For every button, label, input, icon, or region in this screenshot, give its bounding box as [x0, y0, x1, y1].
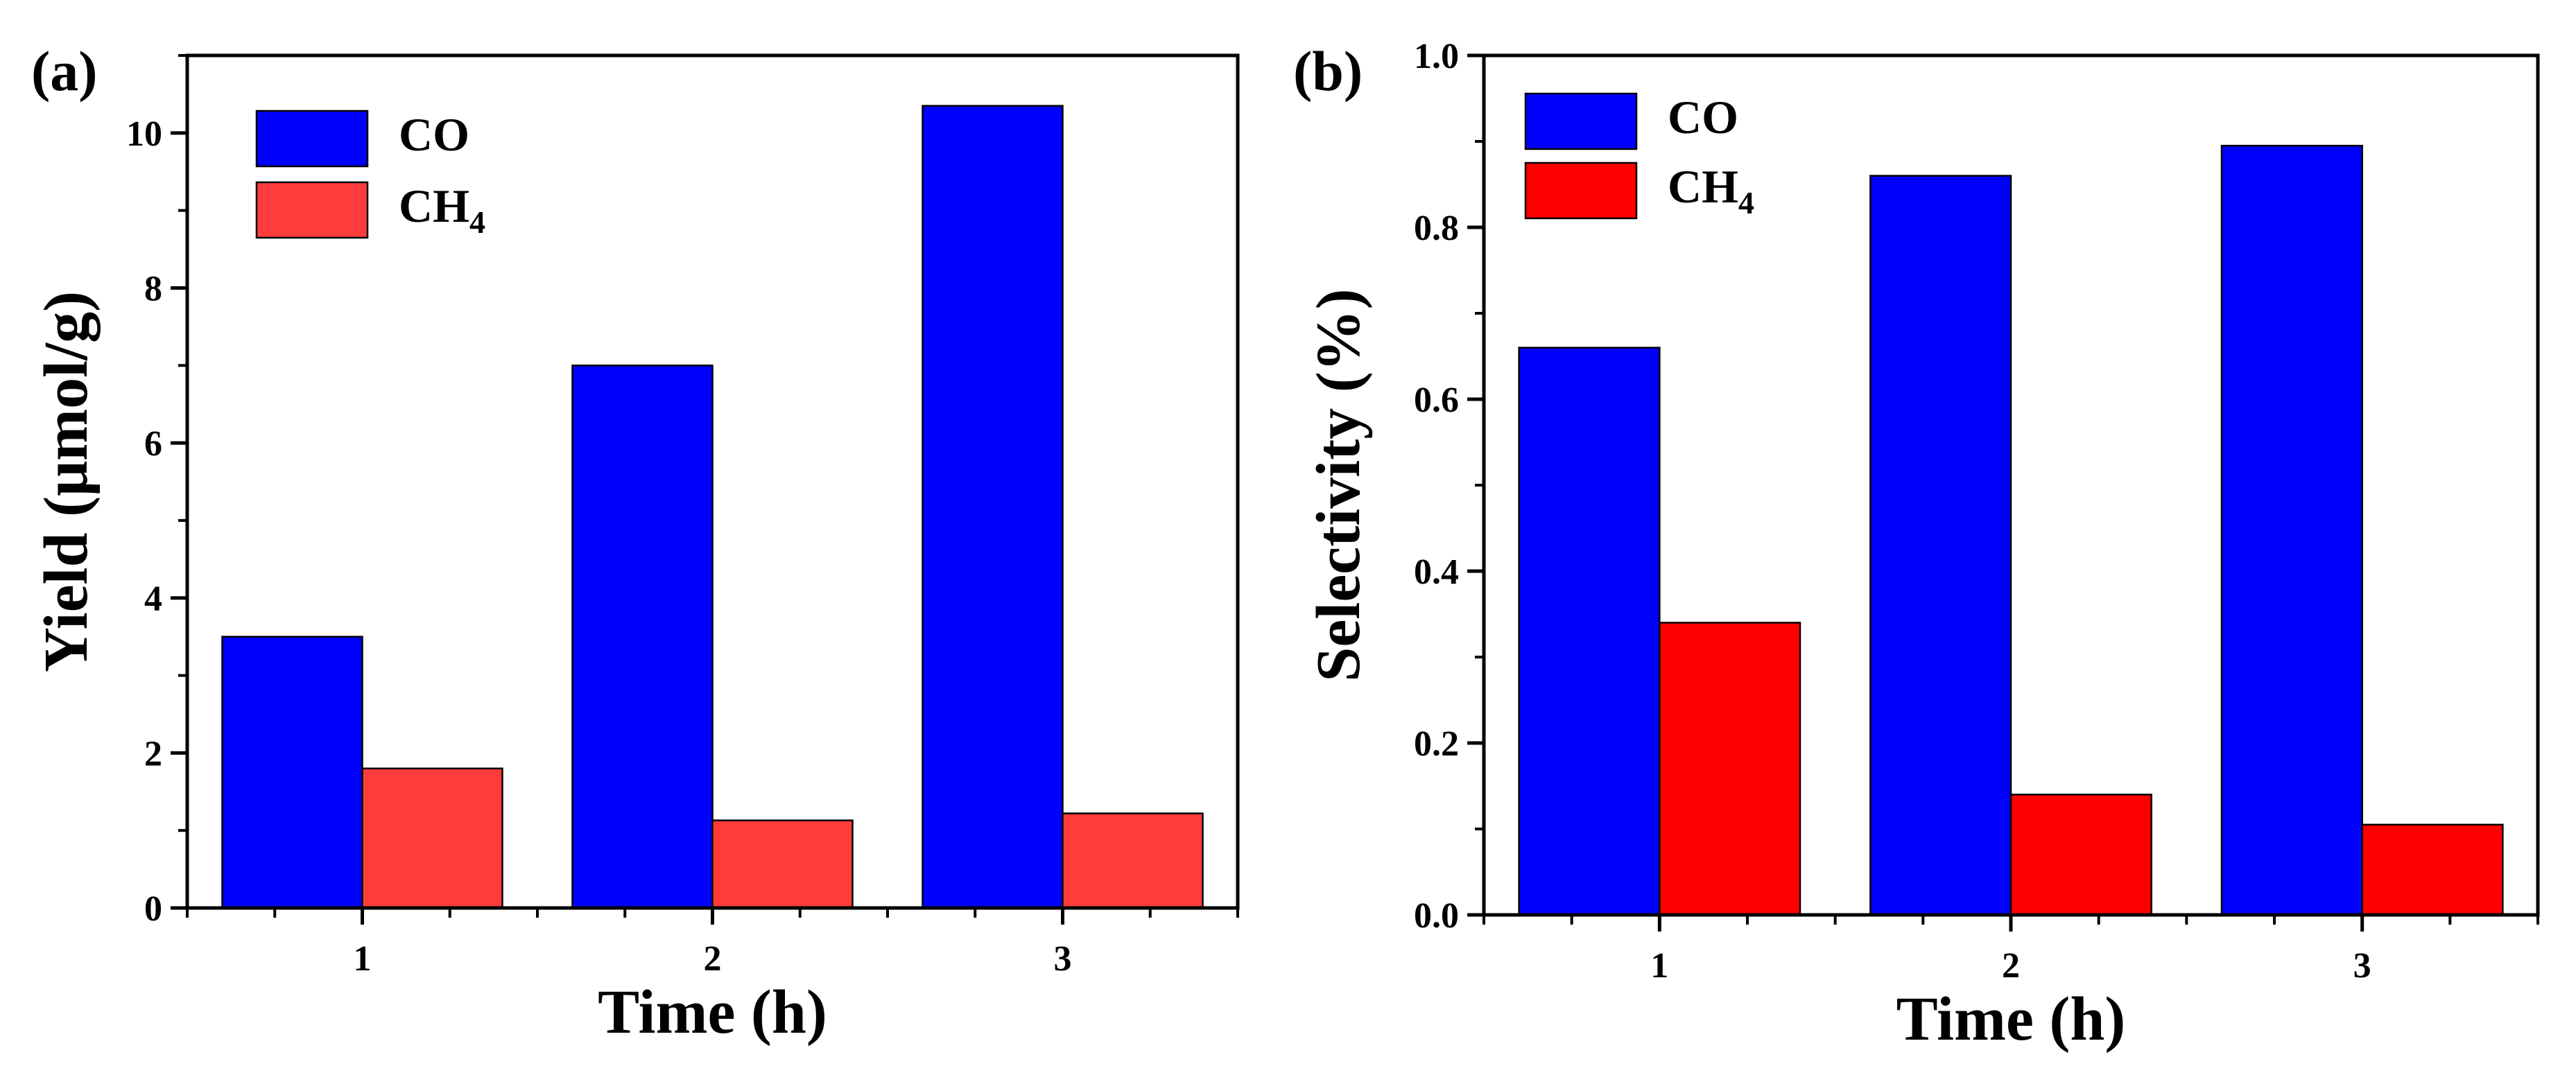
y-tick-label: 1.0: [1414, 37, 1459, 76]
legend-label-co: CO: [399, 108, 469, 161]
chart-panel-2: 0.0 0.2 0.4 0.6 0.8 1.0 1 2 3 Time (h) Selectivity…: [1293, 37, 2540, 1054]
y-tick-label: 10: [126, 114, 162, 154]
bar-ch4-3: [2361, 823, 2504, 916]
y-tick-label: 0.6: [1414, 381, 1459, 420]
bar-ch4-3: [1062, 812, 1204, 909]
y-tick-label: 0.4: [1414, 552, 1459, 592]
y-tick-label: 4: [144, 579, 162, 619]
legend-label-base: CO: [1668, 91, 1738, 143]
bar-co-1: [1518, 347, 1661, 916]
x-tick-label: 1: [354, 939, 372, 979]
legend-swatch-co: [1524, 92, 1638, 150]
bar-co-2: [1869, 175, 2012, 916]
y-axis-title: Yield (μmol/g): [32, 291, 101, 672]
legend-swatch-co: [255, 110, 369, 168]
legend-label-base: CH: [399, 180, 469, 232]
y-tick-label: 2: [144, 734, 162, 774]
legend: CO CH4: [255, 108, 485, 240]
y-tick-label: 8: [144, 269, 162, 308]
bar-co-2: [571, 365, 714, 909]
x-axis-title: Time (h): [598, 978, 827, 1047]
x-tick-label: 2: [704, 939, 722, 979]
bar-co-3: [2220, 144, 2363, 916]
legend-label-co: CO: [1668, 91, 1738, 143]
bar-ch4-2: [2009, 794, 2152, 916]
y-axis-title: Selectivity (%): [1304, 288, 1373, 681]
legend-swatch-ch4: [255, 181, 369, 239]
y-tick-label: 0.8: [1414, 209, 1459, 248]
x-tick-label: 3: [1054, 939, 1072, 979]
legend-label-subscript: 4: [1738, 185, 1754, 220]
legend-label-base: CH: [1668, 160, 1738, 213]
legend-swatch-ch4: [1524, 161, 1638, 220]
legend: CO CH4: [1524, 91, 1754, 220]
y-tick-label: 6: [144, 424, 162, 464]
bar-co-3: [922, 105, 1064, 909]
legend-label-base: CO: [399, 108, 469, 161]
bar-co-1: [221, 636, 363, 909]
legend-label-ch4: CH4: [1668, 160, 1754, 220]
x-tick-label: 3: [2353, 946, 2371, 986]
legend-label-subscript: 4: [469, 204, 485, 240]
y-tick-label: 0.0: [1414, 896, 1459, 936]
x-axis-title: Time (h): [1896, 985, 2126, 1054]
panel-label: (a): [31, 40, 98, 103]
bar-ch4-1: [1659, 622, 1801, 916]
legend-label-ch4: CH4: [399, 180, 485, 240]
y-tick-label: 0: [144, 889, 162, 929]
bar-ch4-1: [361, 767, 503, 909]
bar-ch4-2: [711, 819, 854, 909]
y-tick-label: 0.2: [1414, 724, 1459, 764]
panel-label: (b): [1293, 40, 1363, 103]
x-tick-label: 1: [1650, 946, 1668, 986]
x-tick-label: 2: [2002, 946, 2020, 986]
